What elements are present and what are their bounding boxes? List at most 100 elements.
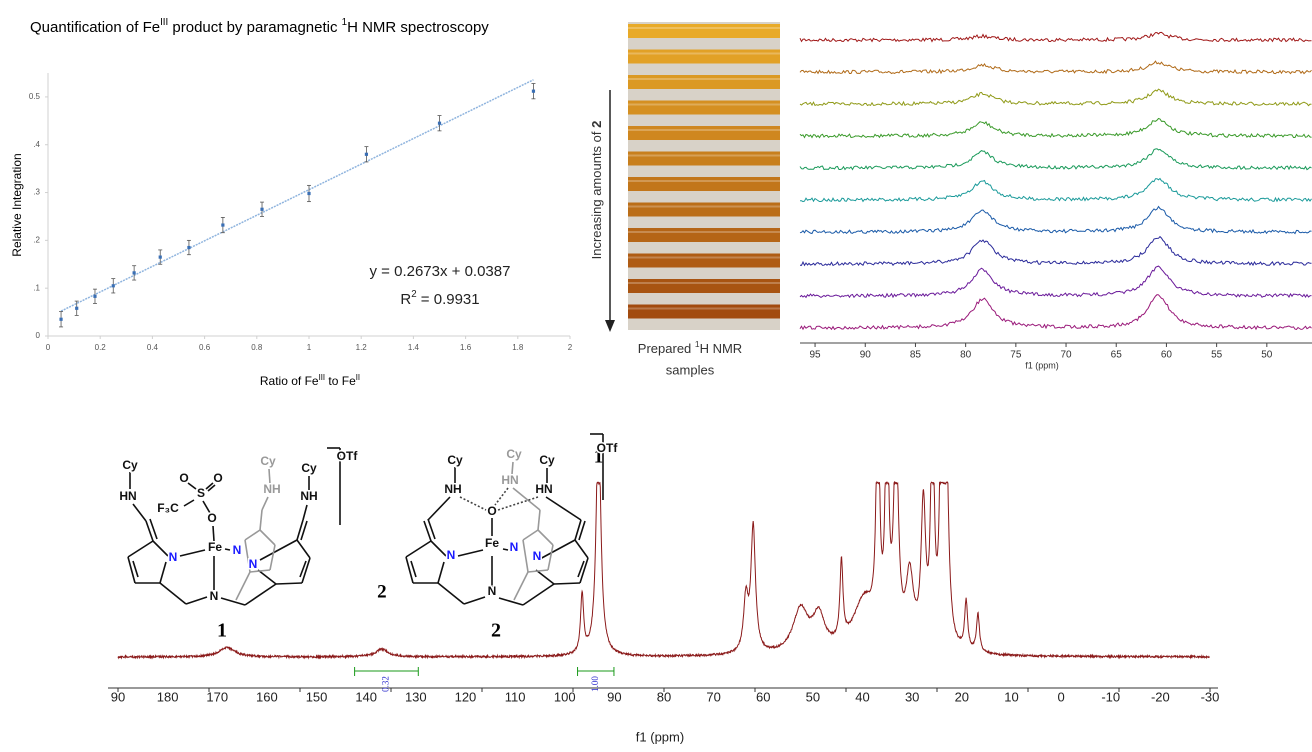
- tube-glint: [628, 103, 780, 106]
- atom-label: S: [197, 486, 205, 500]
- bond: [410, 560, 417, 578]
- sample-tube: [628, 253, 780, 268]
- bond: [437, 561, 445, 584]
- atom-label: OTf: [597, 441, 619, 455]
- x-tick-label: 140: [355, 689, 377, 704]
- data-point: [111, 278, 116, 294]
- spectrum-trace: [799, 235, 1312, 267]
- x-tick-label: -30: [1201, 689, 1220, 704]
- bond: [547, 544, 554, 571]
- x-tick-label: 0.4: [147, 343, 159, 352]
- sample-tube: [628, 126, 780, 140]
- x-axis-label: Ratio of FeIII to FeII: [260, 373, 360, 389]
- bond: [553, 582, 581, 585]
- peak-label: 2: [377, 581, 387, 602]
- text-part: 2: [589, 121, 604, 128]
- x-tick-label: 30: [905, 689, 919, 704]
- x-axis-label: f1 (ppm): [1025, 360, 1059, 370]
- x-tick-label: 90: [111, 689, 125, 704]
- bond: [244, 539, 251, 573]
- bond: [537, 539, 576, 561]
- point: [437, 121, 442, 125]
- sample-tube: [628, 177, 780, 191]
- x-tick-label: 0: [46, 343, 51, 352]
- sample-tube: [628, 304, 780, 319]
- y-tick-label: .4: [33, 140, 40, 149]
- sample-tube: [628, 151, 780, 166]
- atom-label: HN: [501, 473, 518, 487]
- text-part: Quantification of Fe: [30, 19, 160, 36]
- bond: [427, 496, 451, 521]
- bond: [127, 556, 136, 584]
- atom-label: N: [169, 550, 178, 564]
- bond: [522, 539, 529, 573]
- bond: [457, 549, 484, 557]
- x-tick-label: 90: [607, 689, 621, 704]
- bond: [259, 539, 298, 561]
- spectrum-trace: [799, 148, 1312, 171]
- atom-label: Fe: [485, 536, 499, 550]
- title: Quantification of FeIII product by param…: [30, 17, 489, 36]
- atom-label: O: [207, 511, 216, 525]
- data-point: [437, 115, 442, 132]
- data-point: [74, 300, 79, 316]
- bond: [427, 518, 436, 540]
- data-point: [59, 311, 64, 328]
- bond: [269, 544, 276, 571]
- point: [187, 245, 191, 250]
- bond: [259, 509, 263, 531]
- point: [158, 255, 162, 259]
- point: [93, 294, 97, 298]
- bond: [423, 520, 432, 542]
- bond: [145, 520, 154, 542]
- atom-label: Cy: [539, 453, 555, 467]
- fit-label: y = 0.2673x + 0.0387: [370, 263, 511, 280]
- point: [111, 284, 115, 288]
- atom-label: N: [233, 543, 242, 557]
- x-tick-label: 50: [1261, 350, 1273, 361]
- x-tick-label: 160: [256, 689, 278, 704]
- sample-tube: [628, 228, 780, 242]
- peak-label: 1: [594, 446, 604, 467]
- atom-label: F₃C: [157, 501, 179, 515]
- tube-glint: [628, 129, 780, 131]
- atom-label: N: [447, 548, 456, 562]
- atom-label: N: [488, 584, 497, 598]
- atom-label: N: [210, 589, 219, 603]
- data-point: [220, 217, 225, 234]
- sample-tube: [628, 75, 780, 89]
- text-part: 1: [695, 339, 700, 349]
- trendline: [60, 79, 534, 312]
- integral-label: 0.32: [381, 676, 391, 692]
- text-part: Prepared: [638, 341, 695, 356]
- structure-label: 1: [217, 620, 227, 642]
- spectrum-trace: [799, 31, 1312, 43]
- tube-glint: [628, 205, 780, 208]
- bond: [300, 520, 308, 541]
- x-tick-label: 55: [1211, 350, 1223, 361]
- y-tick-label: 0.5: [29, 92, 41, 101]
- bond: [405, 556, 414, 584]
- atom-label: Fe: [208, 540, 222, 554]
- bond: [268, 468, 271, 485]
- spectrum-trace: [799, 117, 1312, 139]
- atom-label: Cy: [447, 453, 463, 467]
- bond: [513, 571, 529, 601]
- atom-label: Cy: [301, 461, 317, 475]
- x-tick-label: 60: [756, 689, 770, 704]
- bond: [578, 520, 586, 541]
- data-point: [186, 239, 191, 256]
- data-point: [132, 265, 137, 281]
- x-tick-label: 10: [1004, 689, 1018, 704]
- x-tick-label: 70: [1060, 350, 1072, 361]
- point: [132, 271, 136, 275]
- bond: [220, 597, 246, 606]
- y-tick-label: 0: [36, 331, 41, 340]
- x-tick-label: 0.6: [199, 343, 211, 352]
- text-part: III: [319, 373, 326, 382]
- tube-glint: [628, 52, 780, 55]
- x-tick-label: 0: [1057, 689, 1064, 704]
- caption: Prepared 1H NMR: [638, 339, 742, 356]
- tube-glint: [628, 307, 780, 310]
- y-axis-label: Relative Integration: [10, 153, 24, 256]
